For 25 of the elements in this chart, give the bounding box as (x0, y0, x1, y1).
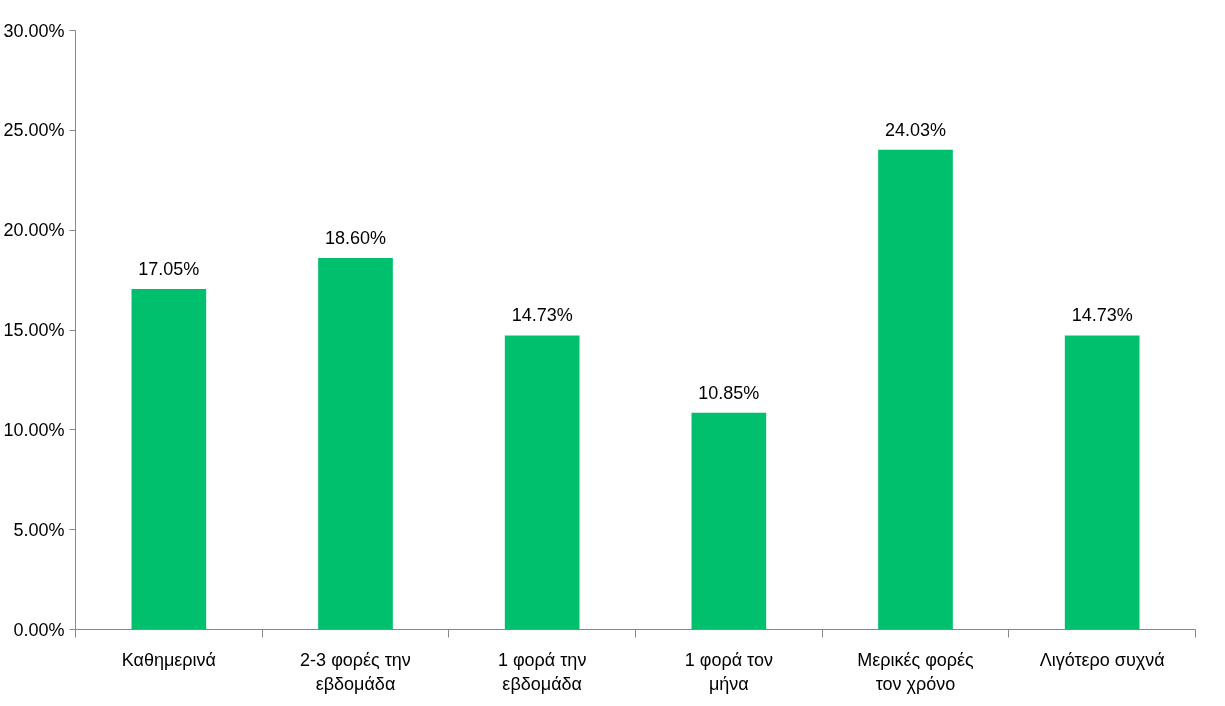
y-tick-label: 0.00% (13, 619, 65, 640)
x-tick-label: Λιγότερο συχνά (1039, 649, 1165, 670)
bar (131, 289, 207, 630)
y-tick-label: 25.00% (3, 120, 65, 141)
data-label: 24.03% (884, 119, 947, 140)
y-tick-label: 10.00% (3, 419, 65, 440)
x-tick-label: Καθημερινά (121, 649, 216, 670)
y-tick-label: 15.00% (3, 320, 65, 340)
data-label: 14.73% (1071, 305, 1133, 326)
x-tick-label: 1 φορά την εβδομάδα (497, 649, 587, 694)
bar (878, 149, 953, 630)
data-label: 10.85% (698, 382, 760, 403)
y-tick-label: 5.00% (13, 519, 65, 540)
bar (1064, 335, 1140, 630)
x-tick-label: 2-3 φορές την εβδομάδα (300, 649, 411, 694)
bar (318, 258, 393, 630)
y-tick-label: 30.00% (3, 20, 65, 41)
x-tick-label: Μερικές φορές τον χρόνο (857, 649, 975, 694)
data-label: 17.05% (138, 259, 200, 280)
data-label: 14.73% (511, 305, 573, 326)
bar (504, 335, 580, 630)
x-tick-label: 1 φορά τον μήνα (684, 649, 773, 694)
data-label: 18.60% (324, 228, 387, 249)
y-tick-label: 20.00% (3, 220, 65, 241)
bar (691, 412, 767, 630)
